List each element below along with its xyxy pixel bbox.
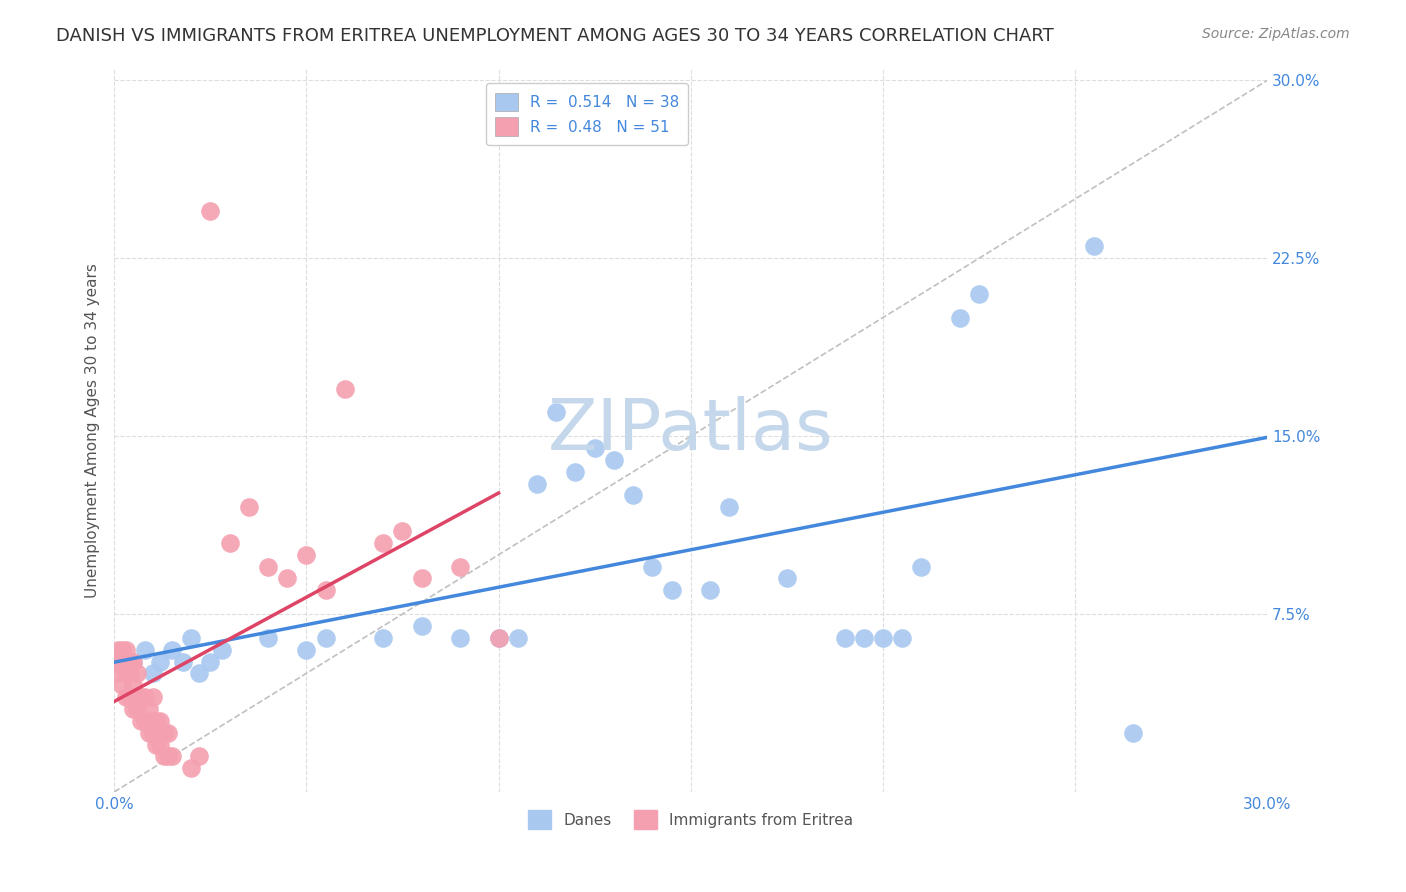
Point <box>449 631 471 645</box>
Point <box>333 382 356 396</box>
Point <box>411 572 433 586</box>
Point <box>411 619 433 633</box>
Text: Source: ZipAtlas.com: Source: ZipAtlas.com <box>1202 27 1350 41</box>
Point <box>187 666 209 681</box>
Point <box>111 678 134 692</box>
Point <box>834 631 856 645</box>
Point <box>145 714 167 728</box>
Point <box>149 714 172 728</box>
Point <box>134 690 156 704</box>
Text: DANISH VS IMMIGRANTS FROM ERITREA UNEMPLOYMENT AMONG AGES 30 TO 34 YEARS CORRELA: DANISH VS IMMIGRANTS FROM ERITREA UNEMPL… <box>56 27 1054 45</box>
Point <box>149 655 172 669</box>
Point <box>564 465 586 479</box>
Point <box>114 690 136 704</box>
Point <box>127 666 149 681</box>
Point <box>257 631 280 645</box>
Point <box>160 642 183 657</box>
Point <box>138 702 160 716</box>
Point <box>910 559 932 574</box>
Point <box>122 678 145 692</box>
Point <box>107 666 129 681</box>
Point <box>949 310 972 325</box>
Point <box>118 666 141 681</box>
Point <box>160 749 183 764</box>
Point <box>111 642 134 657</box>
Point <box>127 702 149 716</box>
Point <box>138 725 160 739</box>
Point <box>142 690 165 704</box>
Y-axis label: Unemployment Among Ages 30 to 34 years: Unemployment Among Ages 30 to 34 years <box>86 263 100 598</box>
Point <box>872 631 894 645</box>
Point <box>238 500 260 515</box>
Point <box>488 631 510 645</box>
Point <box>295 548 318 562</box>
Point <box>488 631 510 645</box>
Point <box>149 738 172 752</box>
Text: ZIPatlas: ZIPatlas <box>548 396 834 465</box>
Point <box>967 286 990 301</box>
Point <box>276 572 298 586</box>
Legend: Danes, Immigrants from Eritrea: Danes, Immigrants from Eritrea <box>522 804 859 835</box>
Point <box>180 631 202 645</box>
Point <box>526 476 548 491</box>
Point <box>134 714 156 728</box>
Point <box>641 559 664 574</box>
Point <box>156 749 179 764</box>
Point <box>315 583 337 598</box>
Point <box>153 725 176 739</box>
Point <box>315 631 337 645</box>
Point <box>891 631 914 645</box>
Point <box>129 714 152 728</box>
Point <box>546 405 568 419</box>
Point <box>187 749 209 764</box>
Point <box>111 655 134 669</box>
Point <box>122 655 145 669</box>
Point <box>145 738 167 752</box>
Point <box>211 642 233 657</box>
Point <box>172 655 194 669</box>
Point <box>118 655 141 669</box>
Point <box>506 631 529 645</box>
Point <box>449 559 471 574</box>
Point <box>583 441 606 455</box>
Point <box>218 536 240 550</box>
Point <box>129 690 152 704</box>
Point <box>114 666 136 681</box>
Point <box>127 690 149 704</box>
Point <box>122 655 145 669</box>
Point <box>1083 239 1105 253</box>
Point <box>103 655 125 669</box>
Point <box>122 702 145 716</box>
Point <box>373 536 395 550</box>
Point <box>391 524 413 538</box>
Point <box>661 583 683 598</box>
Point <box>118 690 141 704</box>
Point <box>142 714 165 728</box>
Point <box>156 725 179 739</box>
Point <box>699 583 721 598</box>
Point <box>621 488 644 502</box>
Point <box>373 631 395 645</box>
Point <box>1122 725 1144 739</box>
Point <box>153 749 176 764</box>
Point <box>776 572 799 586</box>
Point <box>142 666 165 681</box>
Point <box>180 761 202 775</box>
Point <box>295 642 318 657</box>
Point <box>852 631 875 645</box>
Point <box>200 655 222 669</box>
Point <box>257 559 280 574</box>
Point <box>107 642 129 657</box>
Point <box>718 500 741 515</box>
Point <box>142 725 165 739</box>
Point <box>114 642 136 657</box>
Point <box>200 203 222 218</box>
Point <box>603 453 626 467</box>
Point <box>134 642 156 657</box>
